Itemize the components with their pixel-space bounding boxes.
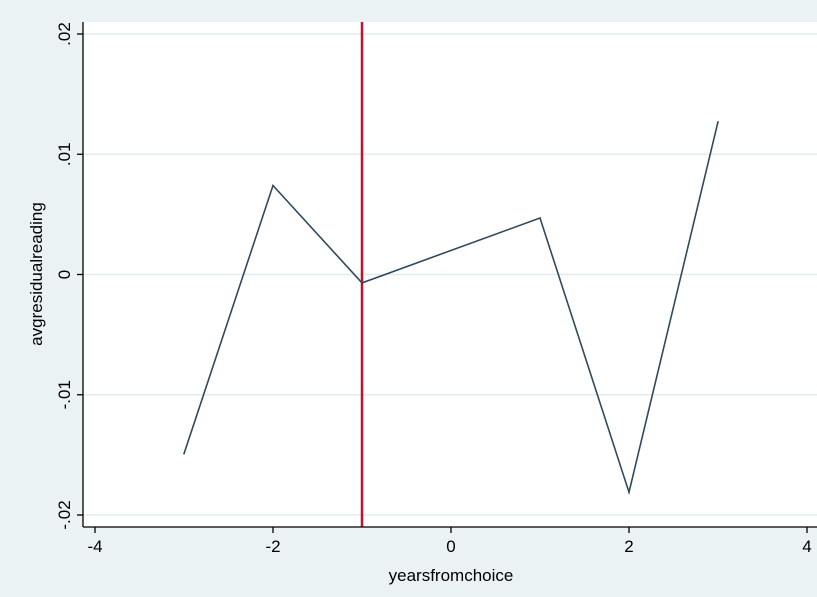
data-point: [361, 282, 363, 284]
grid-layer: [83, 33, 817, 516]
y-tick-label: 0: [55, 270, 74, 279]
x-tick-label: 2: [624, 537, 633, 556]
x-axis-title: yearsfromchoice: [389, 566, 514, 585]
data-point: [539, 217, 541, 219]
x-tick-label: -4: [87, 537, 102, 556]
data-point: [628, 491, 630, 493]
y-tick-label: -.02: [55, 500, 74, 529]
data-point: [717, 120, 719, 123]
y-tick-label: .01: [55, 142, 74, 166]
data-point: [183, 452, 185, 455]
y-tick-label: .02: [55, 22, 74, 46]
y-tick-label: -.01: [55, 380, 74, 409]
y-axis-title: avgresidualreading: [27, 202, 46, 346]
x-tick-label: 0: [446, 537, 455, 556]
series-layer: [183, 120, 719, 496]
data-point: [272, 184, 274, 187]
x-tick-label: -2: [265, 537, 280, 556]
series-line: [183, 121, 719, 496]
x-ticks: -4 -2 0 2 4: [87, 527, 812, 556]
y-ticks: -.02 -.01 0 .01 .02: [55, 22, 83, 530]
x-tick-label: 4: [802, 537, 811, 556]
